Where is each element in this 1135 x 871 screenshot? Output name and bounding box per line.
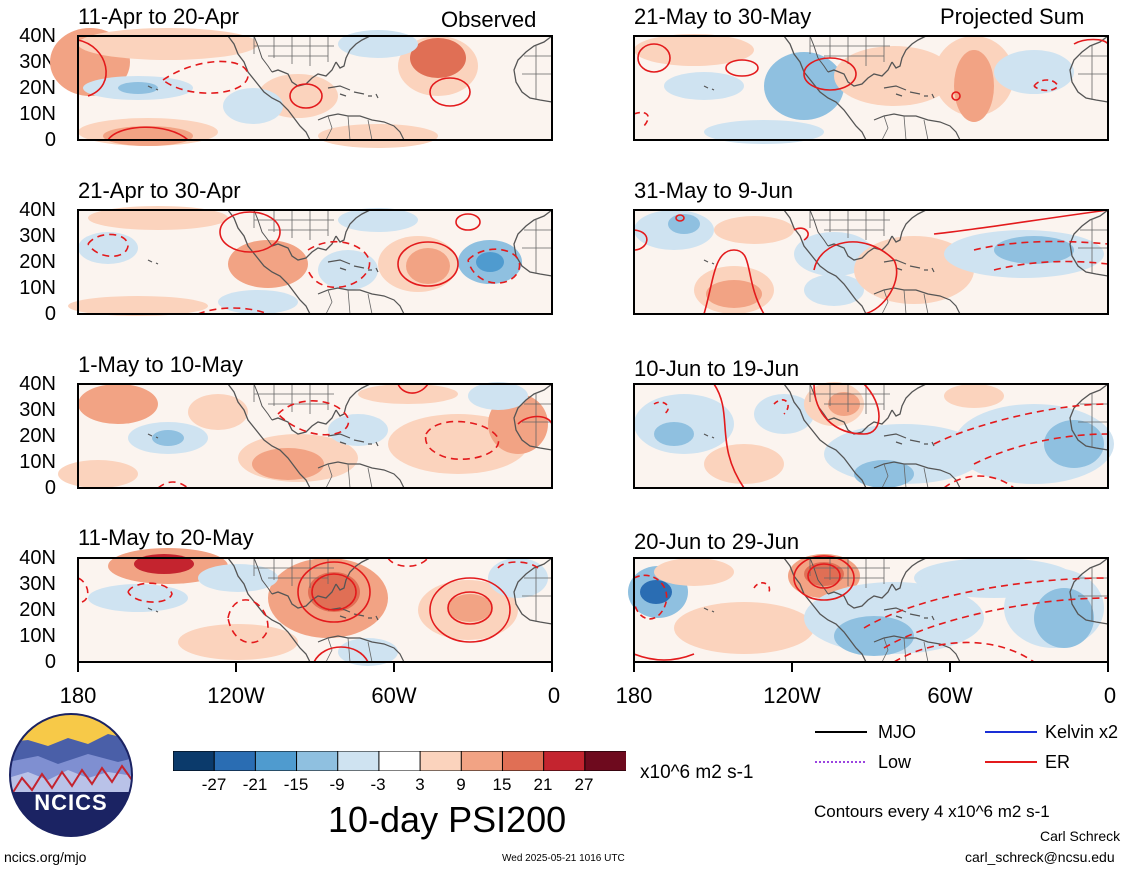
y-tick-label: 20N: [19, 599, 56, 621]
colorbar-swatch: [213, 750, 257, 772]
website-link[interactable]: ncics.org/mjo: [4, 849, 87, 865]
legend-label-mjo: MJO: [878, 722, 916, 742]
legend-label-er: ER: [1045, 752, 1071, 772]
colorbar-swatch: [543, 750, 586, 772]
legend-lines: [815, 731, 1037, 763]
colorbar-swatch: [337, 750, 380, 772]
map-obs1: [50, 28, 553, 148]
ncics-logo: NCICS: [8, 712, 134, 838]
colorbar-label: 9: [456, 775, 466, 794]
panel-title: 21-Apr to 30-Apr: [78, 178, 241, 203]
colorbar-label: 27: [574, 775, 594, 794]
x-tick-label: 60W: [927, 683, 973, 708]
author: Carl Schreck: [1040, 828, 1121, 844]
panel-title: 11-May to 20-May: [78, 525, 254, 550]
colorbar-swatch: [296, 750, 339, 772]
panel-tag-observed: Observed: [441, 7, 537, 32]
colorbar-swatch: [254, 750, 298, 772]
y-tick-label: 40N: [19, 547, 56, 569]
panel-title: 11-Apr to 20-Apr: [78, 4, 240, 29]
y-tick-label: 10N: [19, 103, 56, 125]
panel-tag-projected: Projected Sum: [940, 4, 1085, 29]
x-tick-marks: [77, 662, 1109, 672]
timestamp: Wed 2025-05-21 1016 UTC: [502, 853, 625, 864]
colorbar: [172, 750, 628, 772]
logo-text: NCICS: [34, 790, 108, 815]
map-prj3: [633, 382, 1114, 489]
y-tick-label: 30N: [19, 573, 56, 595]
legend-label-kelvin: Kelvin x2: [1045, 722, 1119, 742]
colorbar-swatch: [172, 750, 216, 772]
x-tick-label: 0: [1103, 683, 1117, 708]
colorbar-swatch: [460, 750, 504, 772]
map-obs3: [58, 382, 553, 489]
panel-title: 1-May to 10-May: [78, 352, 244, 377]
map-obs2: [68, 206, 553, 316]
colorbar-units: x10^6 m2 s-1: [640, 762, 754, 783]
y-tick-label: 0: [44, 651, 56, 673]
panel-title: 21-May to 30-May: [634, 4, 812, 29]
colorbar-label: -21: [242, 775, 268, 794]
colorbar-label: 3: [415, 775, 425, 794]
colorbar-label: 21: [533, 775, 553, 794]
y-tick-label: 40N: [19, 373, 56, 395]
y-tick-label: 30N: [19, 51, 56, 73]
y-tick-label: 20N: [19, 425, 56, 447]
colorbar-label: -27: [201, 775, 227, 794]
colorbar-label: -15: [283, 775, 309, 794]
colorbar-swatch: [584, 750, 628, 772]
colorbar-swatch: [378, 750, 422, 772]
colorbar-label: -3: [370, 775, 386, 794]
map-prj1: [633, 34, 1109, 144]
map-prj2: [633, 209, 1109, 315]
panel-title: 10-Jun to 19-Jun: [634, 356, 800, 381]
colorbar-label: 15: [492, 775, 512, 794]
panel-title: 31-May to 9-Jun: [634, 178, 793, 203]
map-prj4: [628, 554, 1109, 663]
panel-title: 20-Jun to 29-Jun: [634, 529, 800, 554]
colorbar-swatches: [172, 750, 628, 772]
y-tick-label: 30N: [19, 399, 56, 421]
x-tick-label: 60W: [371, 683, 417, 708]
y-tick-label: 0: [44, 129, 56, 151]
y-tick-label: 0: [44, 303, 56, 325]
contour-note: Contours every 4 x10^6 m2 s-1: [814, 802, 1050, 821]
y-tick-label: 20N: [19, 251, 56, 273]
y-tick-label: 40N: [19, 25, 56, 47]
figure-title: 10-day PSI200: [328, 799, 567, 840]
map-panels: [50, 28, 1114, 672]
x-tick-label: 120W: [763, 683, 821, 708]
legend-label-low: Low: [878, 752, 912, 772]
y-tick-label: 20N: [19, 77, 56, 99]
y-tick-label: 10N: [19, 277, 56, 299]
y-tick-label: 30N: [19, 225, 56, 247]
colorbar-label: -9: [329, 775, 345, 794]
x-tick-label: 0: [547, 683, 561, 708]
colorbar-swatch: [501, 750, 545, 772]
map-obs4: [77, 548, 553, 666]
x-tick-label: 180: [615, 683, 653, 708]
colorbar-swatch: [419, 750, 463, 772]
y-tick-label: 40N: [19, 199, 56, 221]
y-tick-label: 10N: [19, 451, 56, 473]
author-email: carl_schreck@ncsu.edu: [965, 849, 1115, 865]
x-tick-label: 180: [59, 683, 97, 708]
x-tick-label: 120W: [207, 683, 265, 708]
y-tick-label: 0: [44, 477, 56, 499]
y-tick-label: 10N: [19, 625, 56, 647]
